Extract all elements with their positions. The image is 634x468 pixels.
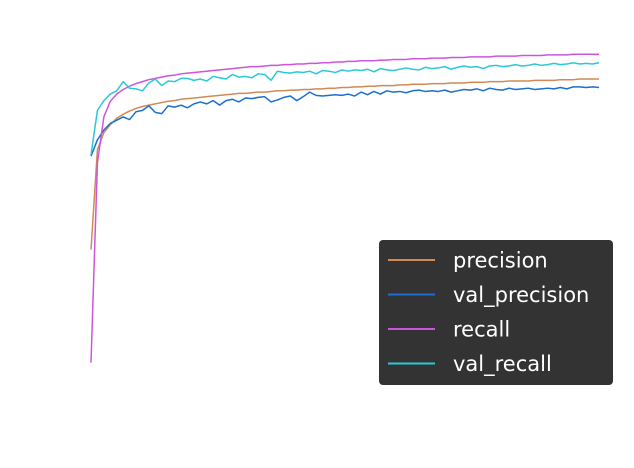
legend-label-precision: precision	[453, 249, 548, 273]
legend-label-val-precision: val_precision	[453, 283, 589, 308]
series-line-val-recall	[90, 61, 600, 155]
legend-label-val-recall: val_recall	[453, 352, 552, 377]
series-line-precision	[90, 78, 599, 250]
series-layer	[90, 53, 600, 363]
legend-label-recall: recall	[453, 318, 510, 342]
series-line-recall	[90, 53, 599, 363]
legend-box	[379, 240, 613, 385]
series-line-val-precision	[90, 86, 600, 157]
